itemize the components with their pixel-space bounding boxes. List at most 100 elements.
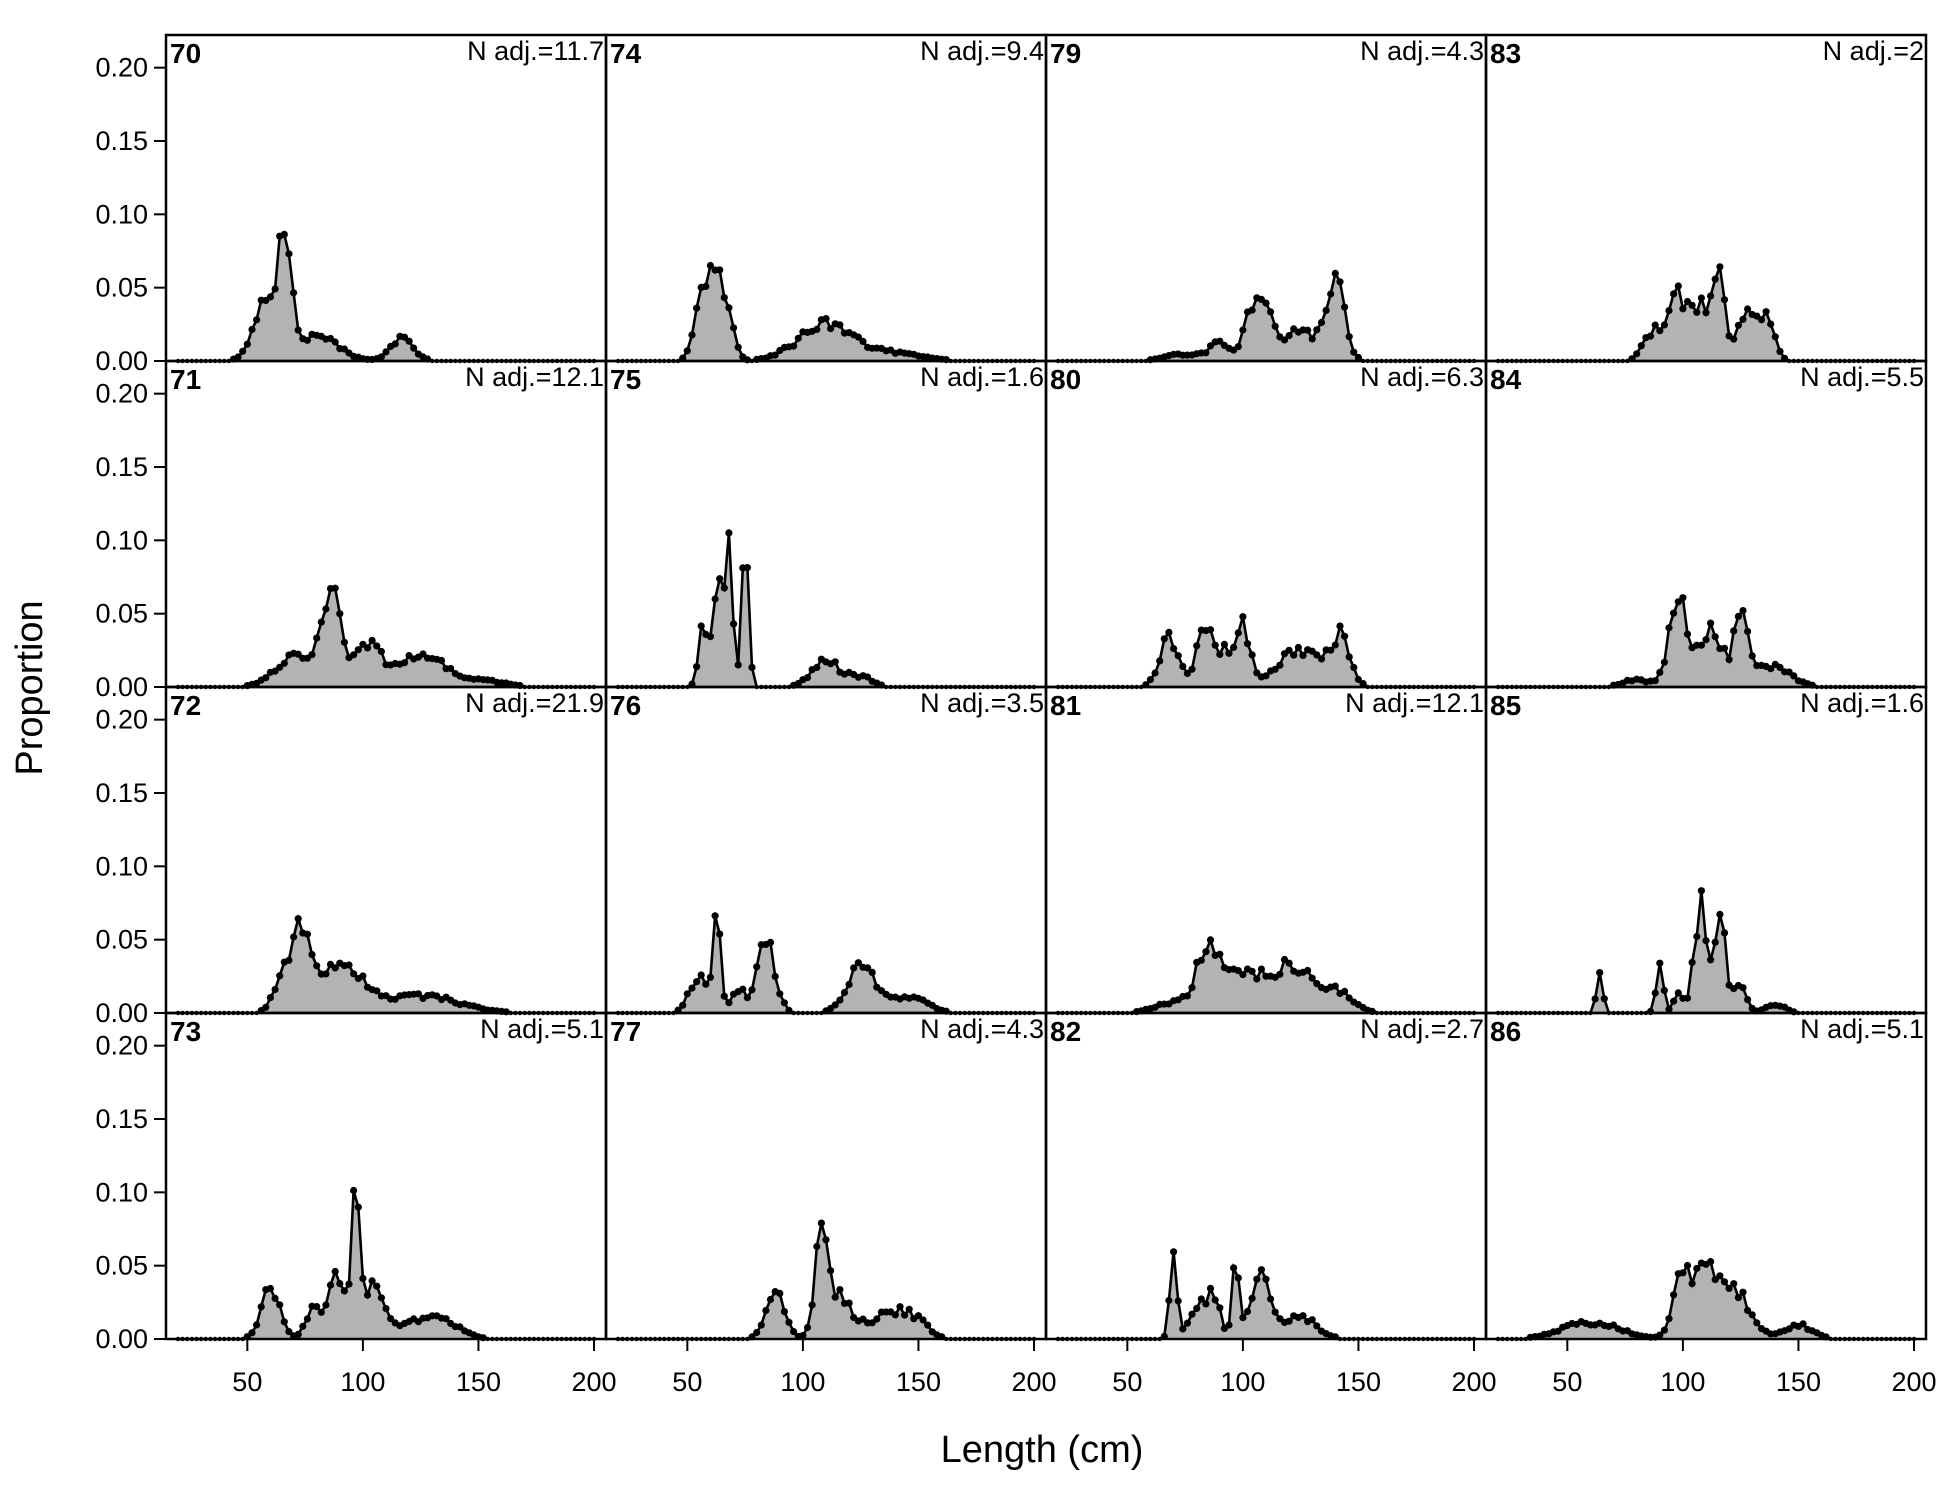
panel-frame <box>604 685 1048 1015</box>
data-point <box>697 971 705 979</box>
data-point <box>1304 966 1312 975</box>
data-point <box>1730 627 1738 635</box>
data-point <box>831 1001 839 1009</box>
data-point <box>447 664 455 673</box>
data-point <box>345 961 353 969</box>
data-point <box>1354 675 1362 684</box>
x-tick-label: 50 <box>1112 1367 1142 1397</box>
data-point <box>1670 997 1678 1005</box>
series-area <box>618 915 1034 1013</box>
data-point <box>1271 665 1279 673</box>
data-point <box>1331 269 1339 277</box>
data-point <box>1651 321 1659 329</box>
data-point <box>1776 663 1784 672</box>
data-point <box>331 1267 339 1276</box>
data-point <box>1267 1295 1275 1303</box>
data-point <box>1707 619 1715 627</box>
data-point <box>868 968 876 977</box>
data-point <box>1248 967 1256 975</box>
data-point <box>1637 342 1645 350</box>
data-point <box>1243 1307 1252 1316</box>
data-point <box>748 663 756 672</box>
panel-86: 86 N adj.=5.1 <box>1484 1011 1928 1342</box>
data-point <box>414 990 422 998</box>
data-point <box>253 1321 261 1329</box>
data-point <box>1170 1248 1178 1256</box>
panel-75: 75 N adj.=1.6 <box>604 359 1048 690</box>
data-point <box>1253 975 1261 983</box>
series-line <box>618 915 1034 1015</box>
panel-year-label: 82 <box>1050 1016 1081 1047</box>
data-point <box>1331 982 1339 990</box>
data-point <box>1206 626 1215 634</box>
data-point <box>845 1299 853 1307</box>
data-point <box>720 584 728 592</box>
data-point <box>1313 1322 1321 1330</box>
data-point <box>1739 607 1747 615</box>
data-point <box>1230 643 1238 652</box>
series-area <box>178 918 594 1013</box>
data-point <box>845 980 853 989</box>
data-point <box>1211 1296 1219 1304</box>
data-point <box>1350 663 1358 672</box>
data-point <box>1341 303 1349 311</box>
data-point <box>1151 669 1159 677</box>
data-point <box>873 1315 881 1323</box>
data-point <box>771 972 779 981</box>
panel-79: 79 N adj.=4.3 <box>1044 33 1488 364</box>
panel-frame <box>164 359 608 689</box>
data-point <box>1317 655 1326 663</box>
data-point <box>290 933 298 941</box>
panel-85: 85 N adj.=1.6 <box>1484 685 1928 1016</box>
data-point <box>799 1332 807 1340</box>
panel-year-label: 74 <box>610 38 642 69</box>
data-point <box>859 337 867 345</box>
data-point <box>924 1321 932 1329</box>
data-point <box>840 988 849 997</box>
x-axis-title: Length (cm) <box>941 1429 1144 1471</box>
data-point <box>836 996 844 1004</box>
data-point <box>239 347 247 355</box>
data-point <box>753 1328 761 1337</box>
panel-n-label: N adj.=12.1 <box>1345 688 1484 718</box>
y-tick-label: 0.20 <box>95 705 148 735</box>
data-point <box>322 1301 330 1309</box>
data-point <box>294 326 302 334</box>
data-point <box>1674 282 1682 290</box>
data-point <box>1693 1264 1701 1273</box>
panel-n-label: N adj.=2 <box>1823 36 1924 66</box>
data-point <box>1734 1294 1742 1302</box>
series-area <box>618 1223 1034 1339</box>
panel-n-label: N adj.=9.4 <box>920 36 1044 66</box>
y-tick-label: 0.20 <box>95 379 148 409</box>
data-point <box>1753 1319 1761 1327</box>
data-point <box>1660 321 1668 329</box>
data-point <box>711 912 719 920</box>
data-point <box>1174 1297 1182 1305</box>
data-point <box>377 647 385 656</box>
data-point <box>1665 624 1673 632</box>
data-point <box>373 987 381 995</box>
data-point <box>1285 646 1293 654</box>
data-point <box>1707 956 1715 964</box>
panel-frame <box>164 33 608 363</box>
data-point <box>1600 995 1608 1003</box>
data-point <box>1697 294 1705 302</box>
data-point <box>1239 613 1247 621</box>
data-point <box>766 1295 775 1304</box>
series-area <box>1498 1261 1914 1339</box>
data-point <box>280 230 288 238</box>
data-point <box>313 1303 321 1311</box>
data-point <box>1202 948 1210 956</box>
data-point <box>1257 1266 1265 1274</box>
data-point <box>1720 1278 1729 1286</box>
data-point <box>688 331 696 339</box>
data-point <box>1197 956 1205 964</box>
data-point <box>864 964 872 972</box>
data-point <box>1739 1288 1747 1296</box>
data-point <box>1748 652 1756 660</box>
data-point <box>1341 632 1349 640</box>
data-point <box>1188 984 1196 992</box>
data-point <box>1730 335 1738 343</box>
data-point <box>1591 995 1599 1003</box>
